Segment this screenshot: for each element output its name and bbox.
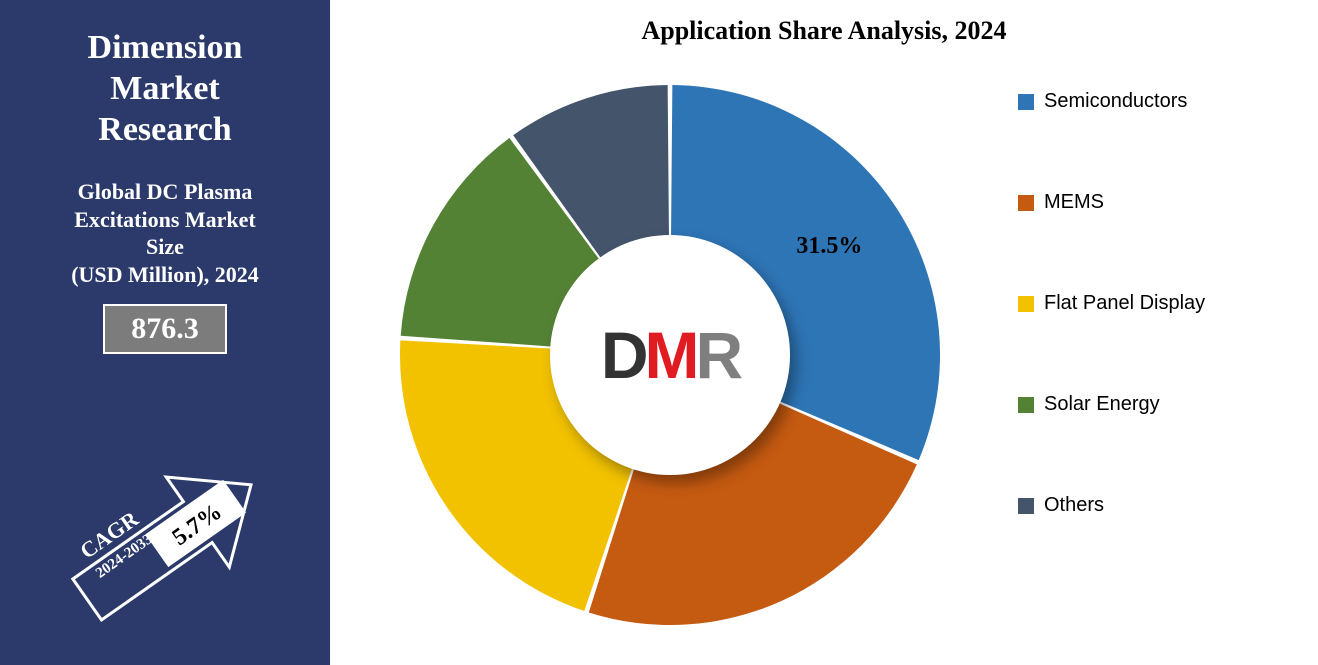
legend-label: Solar Energy (1044, 393, 1160, 416)
market-value-box: 876.3 (103, 304, 227, 354)
legend-swatch (1018, 94, 1034, 110)
company-title: DimensionMarketResearch (18, 28, 312, 150)
center-logo: DMR (550, 235, 790, 475)
legend-label: MEMS (1044, 191, 1104, 214)
sidebar-panel: DimensionMarketResearch Global DC Plasma… (0, 0, 330, 665)
chart-title: Application Share Analysis, 2024 (641, 16, 1006, 46)
legend-item: Solar Energy (1018, 393, 1278, 416)
legend-label: Semiconductors (1044, 90, 1187, 113)
logo-letter: M (645, 317, 696, 393)
logo-letter: R (695, 317, 739, 393)
legend-item: Others (1018, 494, 1278, 517)
legend-label: Flat Panel Display (1044, 292, 1205, 315)
legend-label: Others (1044, 494, 1104, 517)
legend-swatch (1018, 296, 1034, 312)
legend-item: Semiconductors (1018, 90, 1278, 113)
legend-swatch (1018, 195, 1034, 211)
chart-panel: Application Share Analysis, 2024 DMR 31.… (330, 0, 1318, 665)
slice-value-label: 31.5% (796, 233, 862, 260)
legend-swatch (1018, 498, 1034, 514)
legend-swatch (1018, 397, 1034, 413)
legend-item: MEMS (1018, 191, 1278, 214)
chart-legend: Semiconductors MEMS Flat Panel Display Sola… (1018, 90, 1278, 595)
market-subtitle: Global DC PlasmaExcitations MarketSize(U… (18, 178, 312, 288)
logo-letter: D (601, 317, 645, 393)
legend-item: Flat Panel Display (1018, 292, 1278, 315)
cagr-arrow: CAGR 2024-2033 5.7% (35, 455, 295, 635)
donut-chart: DMR 31.5% (390, 75, 950, 635)
dmr-logo: DMR (601, 317, 739, 393)
